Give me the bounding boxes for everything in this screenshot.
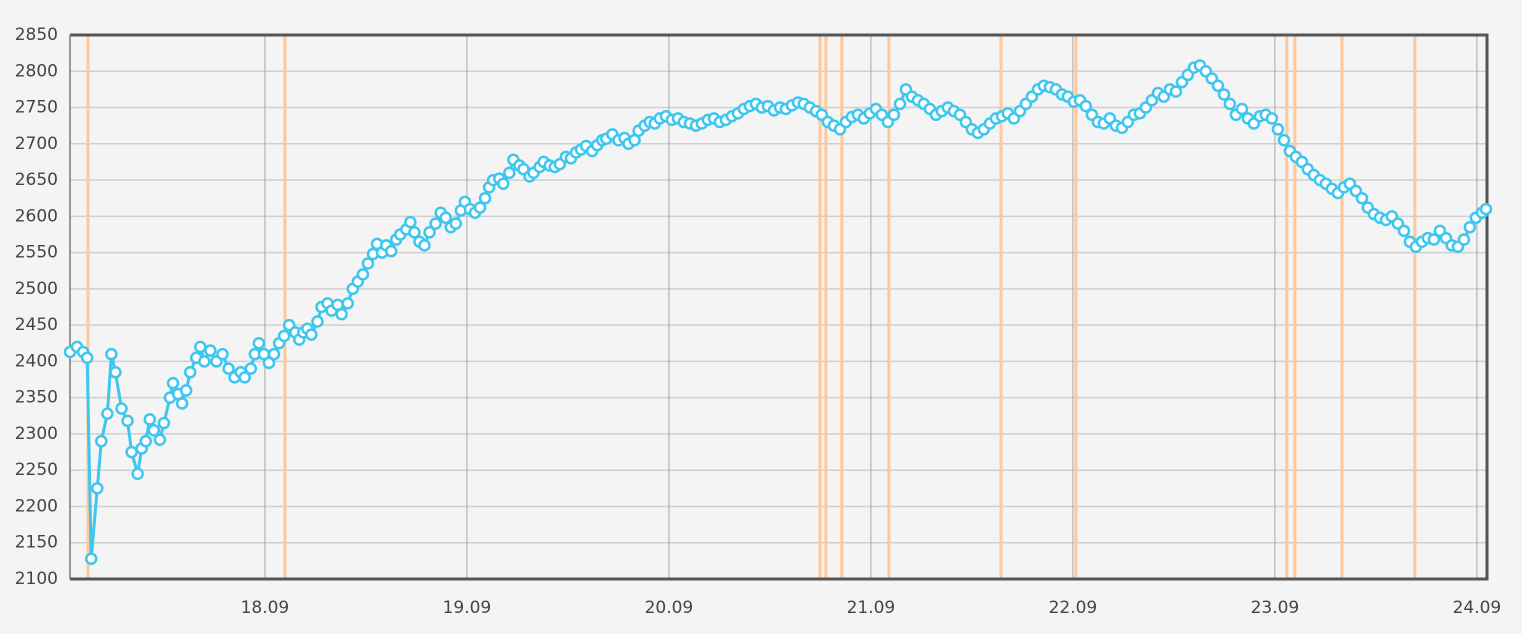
data-point — [1271, 123, 1285, 136]
data-point — [183, 366, 197, 379]
data-point — [1217, 88, 1231, 101]
y-tick-label: 2200 — [15, 496, 58, 516]
y-tick-label: 2850 — [15, 25, 58, 45]
data-point — [105, 347, 118, 361]
data-point — [1079, 99, 1093, 113]
data-point — [356, 268, 370, 281]
data-point — [887, 108, 901, 122]
data-point — [1169, 85, 1183, 98]
y-tick-label: 2550 — [15, 243, 58, 263]
data-point — [1355, 191, 1369, 205]
y-tick-label: 2100 — [15, 569, 58, 589]
y-tick-label: 2250 — [15, 460, 58, 480]
data-point — [1427, 233, 1441, 246]
data-point — [262, 356, 276, 370]
data-point — [439, 211, 452, 225]
data-point — [101, 407, 114, 420]
data-point — [305, 328, 318, 341]
data-point — [277, 329, 291, 343]
data-point — [139, 434, 152, 448]
data-point — [153, 433, 167, 446]
data-point — [222, 362, 235, 375]
data-point — [341, 297, 354, 310]
data-point — [1223, 97, 1237, 111]
data-point — [335, 308, 348, 321]
data-point — [1265, 112, 1279, 125]
data-point — [1277, 133, 1291, 147]
data-point — [198, 355, 211, 368]
data-point — [115, 402, 128, 415]
data-point — [175, 397, 189, 410]
y-tick-label: 2500 — [15, 279, 58, 299]
data-point — [478, 191, 492, 205]
data-point — [1235, 102, 1249, 116]
y-tick-label: 2750 — [15, 98, 58, 118]
y-tick-label: 2350 — [15, 388, 58, 408]
data-point — [408, 226, 421, 239]
data-point — [121, 414, 134, 428]
data-point — [125, 445, 138, 459]
data-point — [194, 340, 207, 354]
x-tick-label: 22.09 — [1049, 598, 1098, 618]
data-point — [429, 217, 442, 230]
data-point — [166, 376, 180, 390]
data-point — [84, 552, 98, 565]
data-point — [238, 371, 251, 384]
y-tick-label: 2150 — [15, 533, 58, 553]
data-point — [147, 424, 161, 437]
data-point — [893, 97, 907, 111]
x-tick-label: 24.09 — [1453, 598, 1502, 618]
data-point — [361, 257, 375, 270]
x-tick-label: 23.09 — [1251, 598, 1300, 618]
data-point — [1463, 220, 1477, 234]
data-point — [497, 177, 510, 190]
data-point — [404, 215, 417, 229]
data-point — [1479, 202, 1493, 216]
y-tick-label: 2450 — [15, 315, 58, 335]
data-point — [418, 239, 431, 252]
data-point — [423, 226, 436, 239]
data-point — [267, 347, 281, 361]
data-point — [311, 315, 324, 328]
data-point — [1457, 233, 1471, 246]
data-point — [503, 166, 516, 180]
data-point — [143, 413, 157, 426]
data-point — [95, 434, 108, 448]
plot-frame — [70, 33, 1489, 581]
data-point — [131, 467, 144, 481]
data-point — [244, 362, 258, 375]
data-point — [252, 337, 266, 350]
data-point — [179, 384, 193, 397]
data-point — [449, 217, 463, 230]
x-tick-label: 20.09 — [645, 598, 694, 618]
data-point — [1211, 79, 1225, 93]
data-point — [216, 347, 229, 361]
data-point — [109, 366, 122, 379]
data-point — [91, 482, 104, 495]
x-tick-label: 19.09 — [443, 598, 492, 618]
y-tick-label: 2400 — [15, 351, 58, 371]
data-point — [384, 244, 398, 258]
y-tick-label: 2800 — [15, 61, 58, 81]
data-point — [1397, 224, 1411, 238]
y-tick-label: 2650 — [15, 170, 58, 190]
y-tick-label: 2600 — [15, 206, 58, 226]
data-point — [157, 416, 171, 430]
x-tick-label: 21.09 — [847, 598, 896, 618]
data-point — [204, 344, 217, 357]
data-point — [80, 351, 94, 365]
y-tick-label: 2700 — [15, 134, 58, 154]
y-tick-label: 2300 — [15, 424, 58, 444]
x-tick-label: 18.09 — [241, 598, 290, 618]
data-point — [473, 201, 487, 214]
